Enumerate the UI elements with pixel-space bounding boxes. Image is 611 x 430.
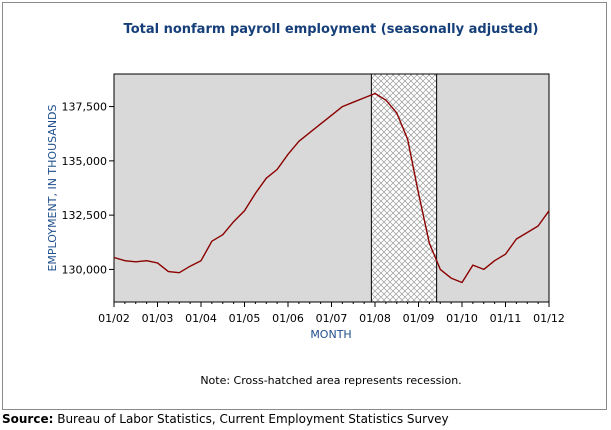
x-tick-label: 01/05: [229, 312, 261, 325]
y-axis-title: EMPLOYMENT, IN THOUSANDS: [46, 104, 59, 271]
source-text: Bureau of Labor Statistics, Current Empl…: [53, 412, 449, 426]
y-tick-label: 132,500: [62, 209, 108, 222]
series-layer: [113, 92, 550, 284]
x-tick-label: 01/12: [533, 312, 565, 325]
y-tick-label: 135,000: [62, 155, 108, 168]
x-tick-label: 01/11: [490, 312, 522, 325]
x-tick-label: 01/06: [272, 312, 304, 325]
source-line: Source: Bureau of Labor Statistics, Curr…: [2, 412, 449, 426]
series-line: [113, 92, 550, 284]
x-axis-title: MONTH: [310, 328, 351, 341]
x-tick-label: 01/02: [98, 312, 130, 325]
chart-title: Total nonfarm payroll employment (season…: [124, 22, 539, 37]
plot-area: [113, 73, 550, 303]
plot-border: [113, 73, 550, 303]
x-tick-label: 01/03: [142, 312, 174, 325]
y-tick-label: 130,000: [62, 263, 108, 276]
axes-layer: 01/02 01/03 01/04 01/05 01/06 01/07 01/08 01/09…: [62, 73, 565, 325]
recession-layer: [370, 74, 438, 302]
x-tick-label: 01/04: [185, 312, 217, 325]
source-label: Source:: [2, 412, 54, 426]
chart-note: Note: Cross-hatched area represents rece…: [200, 374, 461, 387]
recession-band-hatch: [371, 74, 437, 302]
x-tick-label: 01/09: [403, 312, 435, 325]
x-tick-label: 01/10: [446, 312, 478, 325]
x-tick-label: 01/08: [359, 312, 391, 325]
y-tick-label: 137,500: [62, 101, 108, 114]
x-tick-label: 01/07: [316, 312, 348, 325]
chart-svg: Total nonfarm payroll employment (season…: [46, 22, 565, 387]
